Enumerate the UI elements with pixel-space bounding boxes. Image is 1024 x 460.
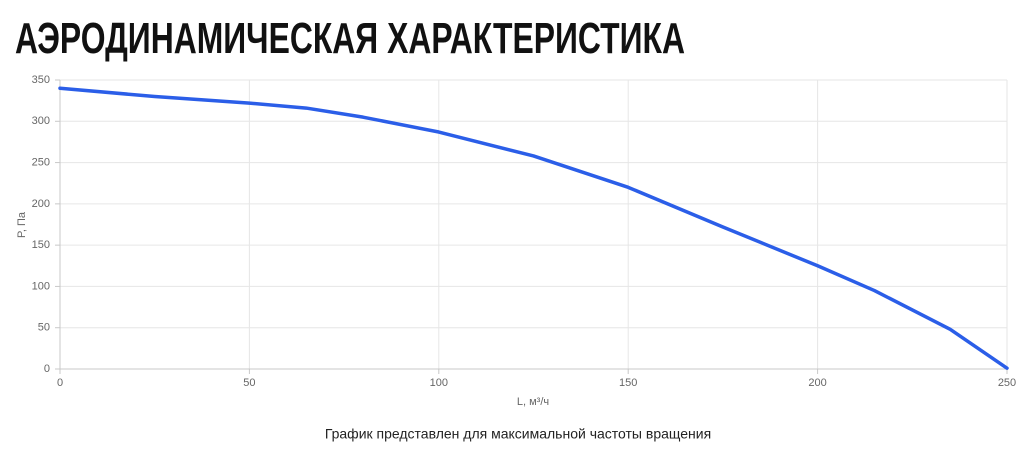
y-tick-label: 300 [32, 115, 50, 127]
x-tick-label: 150 [619, 377, 637, 389]
y-axis-label: P, Па [16, 211, 28, 238]
y-tick-label: 200 [32, 198, 50, 210]
y-tick-label: 350 [32, 74, 50, 86]
x-tick-label: 250 [998, 377, 1016, 389]
x-tick-label: 0 [57, 377, 63, 389]
y-tick-label: 150 [32, 239, 50, 251]
caption: График представлен для максимальной част… [325, 426, 711, 442]
x-axis-label: L, м³/ч [517, 396, 549, 408]
x-tick-label: 100 [430, 377, 448, 389]
y-tick-label: 0 [44, 363, 50, 375]
x-tick-label: 200 [808, 377, 826, 389]
y-tick-label: 50 [38, 322, 50, 334]
x-tick-label: 50 [243, 377, 255, 389]
page-title: АЭРОДИНАМИЧЕСКАЯ ХАРАКТЕРИСТИКА [15, 14, 685, 63]
data-line [58, 86, 1009, 370]
y-tick-label: 100 [32, 280, 50, 292]
y-tick-label: 250 [32, 156, 50, 168]
